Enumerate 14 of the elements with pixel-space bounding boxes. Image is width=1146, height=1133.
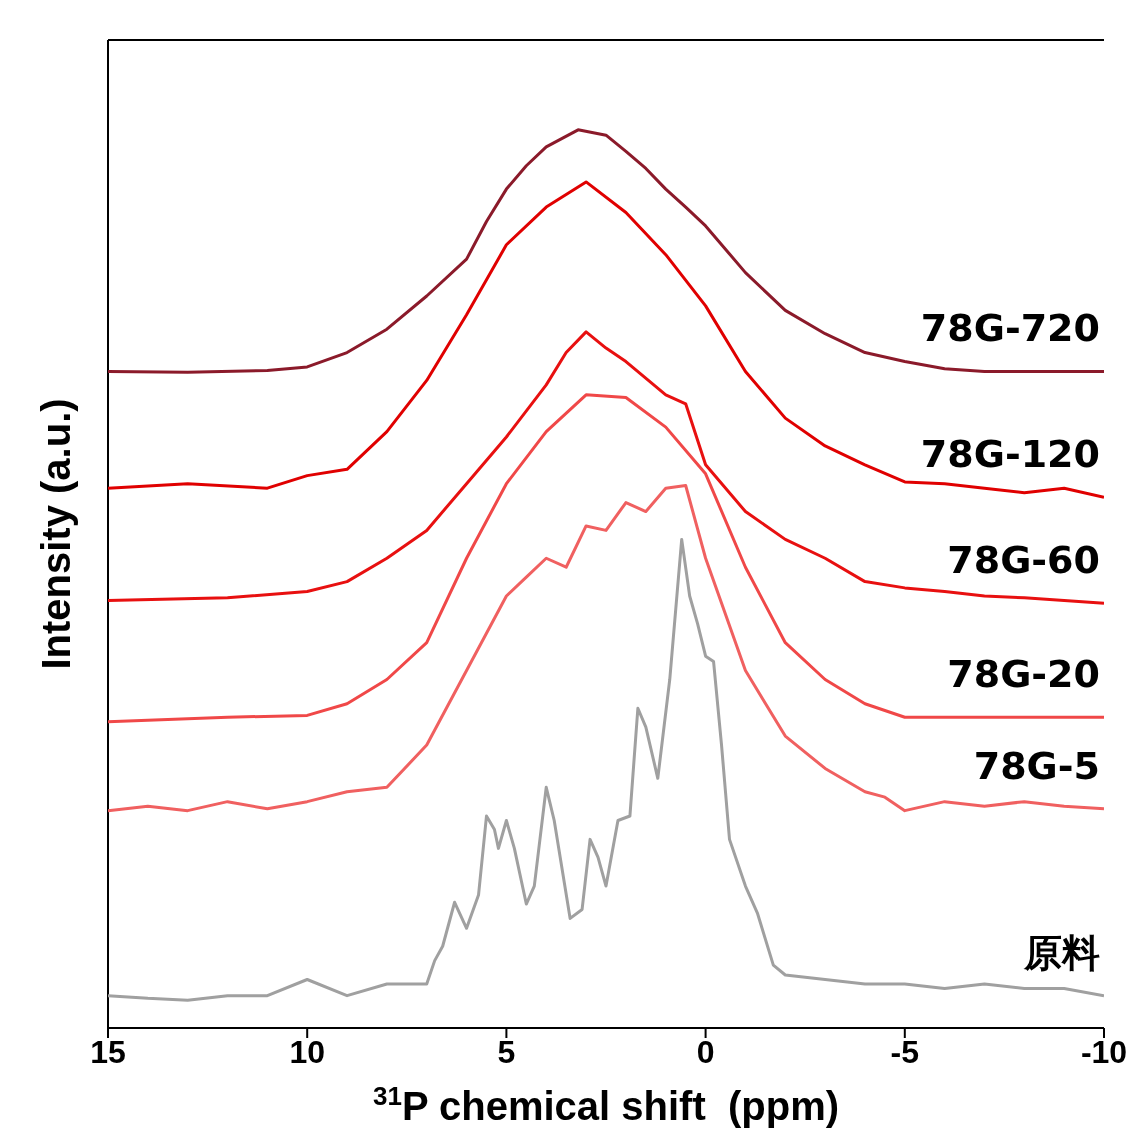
- x-tick-label: -10: [1080, 1033, 1128, 1070]
- x-tick-label: 0: [696, 1033, 715, 1070]
- x-tick-label: 10: [289, 1033, 325, 1070]
- series-label: 78G-720: [920, 306, 1100, 351]
- series-label: 78G-20: [947, 652, 1100, 697]
- x-tick-label: 15: [90, 1033, 126, 1070]
- y-axis-title: Intensity (a.u.): [34, 398, 78, 670]
- series-label: 78G-60: [947, 538, 1100, 583]
- x-tick-label: -5: [890, 1033, 920, 1070]
- x-tick-label: 5: [497, 1033, 516, 1070]
- series-label: 78G-5: [973, 743, 1100, 788]
- series-label: 78G-120: [920, 432, 1100, 477]
- series-label: 原料: [1023, 930, 1100, 975]
- x-axis-title: $^{31}$P chemical shift (ppm): [372, 1081, 840, 1128]
